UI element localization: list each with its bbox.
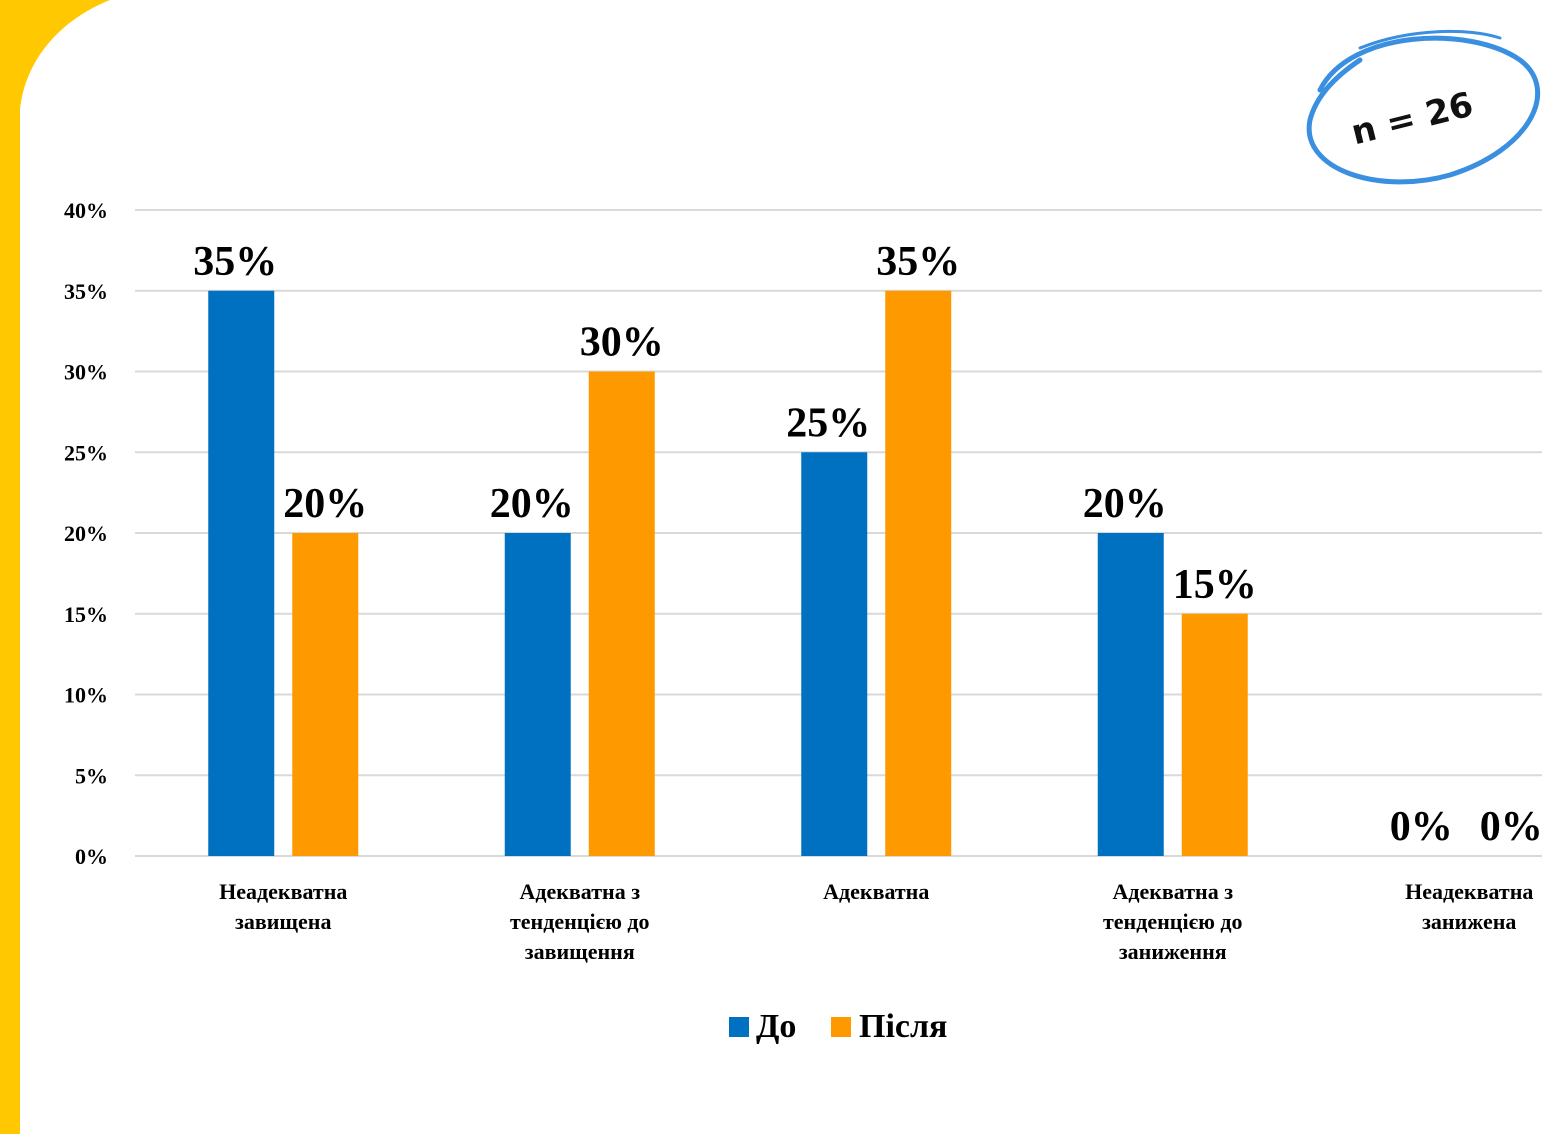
category-label: занижена xyxy=(1422,909,1516,934)
category-label: Адекватна xyxy=(823,879,929,904)
category-label: завищена xyxy=(235,909,331,934)
category-label: тенденцією до xyxy=(1103,909,1243,934)
legend-swatch xyxy=(729,1017,749,1037)
bars xyxy=(208,290,1248,856)
y-tick-label: 25% xyxy=(64,440,108,465)
data-label: 35% xyxy=(876,239,960,285)
data-label: 35% xyxy=(193,239,277,285)
data-label: 15% xyxy=(1173,562,1257,608)
y-tick-label: 40% xyxy=(64,198,108,223)
category-label: Адекватна з xyxy=(1112,879,1233,904)
bar xyxy=(588,371,655,856)
legend-label: Після xyxy=(859,1008,947,1045)
sample-size-badge: n = 26 xyxy=(1306,29,1540,185)
y-tick-label: 10% xyxy=(64,683,108,708)
category-label: тенденцією до xyxy=(510,909,650,934)
bar xyxy=(1181,613,1248,856)
y-tick-label: 35% xyxy=(64,279,108,304)
y-tick-label: 0% xyxy=(75,844,108,869)
data-label: 0% xyxy=(1480,804,1542,850)
y-tick-label: 30% xyxy=(64,360,108,385)
category-label: завищення xyxy=(525,939,635,964)
category-labels: Неадекватна завищена Адекватна з тенденцією… xyxy=(219,879,1533,964)
bar xyxy=(885,290,952,856)
legend-swatch xyxy=(831,1017,851,1037)
data-label: 20% xyxy=(490,481,574,527)
category-label: Неадекватна xyxy=(1405,879,1533,904)
data-label: 20% xyxy=(283,481,367,527)
legend-label: До xyxy=(756,1008,796,1045)
y-axis-ticks: 0% 5% 10% 15% 20% 25% 30% 35% 40% xyxy=(64,198,108,869)
bar xyxy=(1097,533,1164,856)
bar xyxy=(208,290,275,856)
legend: До Після xyxy=(729,1008,947,1045)
bar xyxy=(504,533,571,856)
data-label: 0% xyxy=(1390,804,1453,850)
data-label: 25% xyxy=(786,400,870,446)
badge-ring xyxy=(1306,35,1540,185)
y-tick-label: 15% xyxy=(64,602,108,627)
badge-ring-flourish xyxy=(1358,29,1502,50)
yellow-frame-shape xyxy=(0,0,110,1134)
category-label: заниження xyxy=(1119,939,1227,964)
bar xyxy=(801,452,868,856)
category-label: Адекватна з xyxy=(519,879,640,904)
y-tick-label: 5% xyxy=(75,763,108,788)
bar xyxy=(292,533,359,856)
y-tick-label: 20% xyxy=(64,521,108,546)
badge-text: n = 26 xyxy=(1347,85,1477,154)
data-label: 20% xyxy=(1083,481,1167,527)
data-labels: 35%20% 20%30%25%35%20%15%0% 0% xyxy=(193,239,1542,850)
data-label: 30% xyxy=(580,320,664,366)
category-label: Неадекватна xyxy=(219,879,347,904)
